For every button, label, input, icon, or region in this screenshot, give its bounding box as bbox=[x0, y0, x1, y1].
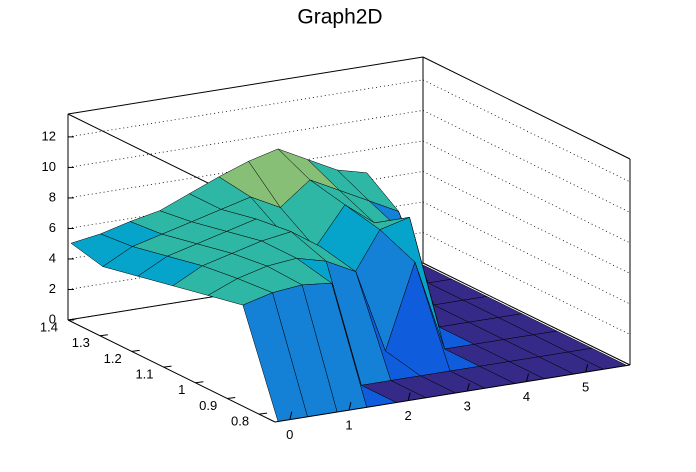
y-tick bbox=[163, 365, 172, 368]
y-tick bbox=[67, 318, 77, 321]
grid-line bbox=[422, 140, 631, 244]
chart-title: Graph2D bbox=[297, 6, 382, 29]
y-tick-label: 1.1 bbox=[135, 367, 153, 382]
z-tick-label: 2 bbox=[49, 281, 56, 296]
y-tick-label: 1.3 bbox=[72, 335, 90, 350]
z-tick-label: 10 bbox=[42, 159, 56, 174]
x-tick bbox=[348, 402, 352, 411]
y-tick bbox=[99, 334, 108, 337]
grid-line bbox=[422, 262, 631, 366]
x-tick-label: 4 bbox=[523, 389, 530, 404]
x-tick-label: 0 bbox=[286, 427, 293, 442]
grid-line bbox=[422, 79, 631, 183]
z-tick-label: 6 bbox=[49, 220, 56, 235]
z-tick-label: 0 bbox=[49, 311, 56, 326]
box-edge bbox=[422, 56, 631, 160]
x-axis bbox=[274, 364, 631, 423]
y-tick-label: 0.8 bbox=[231, 414, 249, 429]
z-tick-label: 12 bbox=[42, 128, 56, 143]
grid-line bbox=[422, 110, 631, 213]
box-edge bbox=[67, 56, 424, 115]
y-tick-label: 1.2 bbox=[104, 351, 122, 366]
y-tick bbox=[131, 349, 140, 352]
y-tick bbox=[259, 412, 268, 415]
x-tick-label: 5 bbox=[582, 380, 589, 395]
z-tick-label: 4 bbox=[49, 250, 56, 265]
x-tick bbox=[407, 392, 411, 401]
grid-line bbox=[422, 201, 631, 305]
y-tick-label: 0.9 bbox=[199, 398, 217, 413]
x-tick bbox=[466, 383, 470, 392]
y-tick bbox=[195, 381, 204, 384]
y-tick-label: 1.4 bbox=[40, 319, 58, 334]
y-tick-label: 1 bbox=[178, 382, 185, 397]
z-tick-label: 8 bbox=[49, 189, 56, 204]
grid-line bbox=[422, 171, 631, 274]
y-tick bbox=[227, 396, 236, 399]
x-tick-label: 1 bbox=[345, 418, 352, 433]
grid-line bbox=[422, 232, 631, 335]
x-tick bbox=[525, 373, 529, 382]
x-tick bbox=[289, 411, 293, 420]
x-tick bbox=[585, 364, 589, 373]
x-tick-label: 2 bbox=[405, 408, 412, 423]
x-tick-label: 3 bbox=[464, 399, 471, 414]
y-axis bbox=[67, 319, 276, 423]
